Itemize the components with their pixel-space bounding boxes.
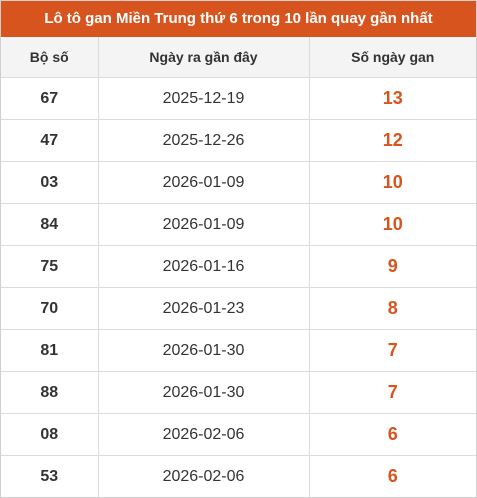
date-cell: 2026-01-09	[97, 203, 310, 246]
table-row: 81 2026-01-30 7	[1, 329, 476, 372]
table-row: 88 2026-01-30 7	[1, 371, 476, 414]
date-cell: 2026-01-30	[97, 371, 310, 414]
table-row: 47 2025-12-26 12	[1, 119, 476, 162]
table-row: 70 2026-01-23 8	[1, 287, 476, 330]
gan-days-cell: 12	[308, 119, 476, 162]
number-cell: 03	[1, 161, 99, 204]
column-header: Số ngày gan	[308, 37, 476, 78]
table-row: 53 2026-02-06 6	[1, 455, 476, 497]
number-cell: 84	[1, 203, 99, 246]
number-cell: 88	[1, 371, 99, 414]
header-row: Bộ số Ngày ra gần đây Số ngày gan	[1, 37, 476, 78]
gan-days-cell: 6	[308, 455, 476, 497]
number-cell: 75	[1, 245, 99, 288]
gan-days-cell: 9	[308, 245, 476, 288]
table-row: 75 2026-01-16 9	[1, 245, 476, 288]
number-cell: 53	[1, 455, 99, 497]
date-cell: 2026-02-06	[97, 413, 310, 456]
table-row: 67 2025-12-19 13	[1, 77, 476, 120]
number-cell: 81	[1, 329, 99, 372]
gan-days-cell: 7	[308, 371, 476, 414]
date-cell: 2025-12-26	[97, 119, 310, 162]
number-cell: 67	[1, 77, 99, 120]
gan-days-cell: 10	[308, 161, 476, 204]
gan-table: Bộ số Ngày ra gần đây Số ngày gan 67 2025-1…	[1, 37, 476, 497]
number-cell: 47	[1, 119, 99, 162]
gan-days-cell: 7	[308, 329, 476, 372]
gan-days-cell: 13	[308, 77, 476, 120]
gan-days-cell: 10	[308, 203, 476, 246]
table-row: 08 2026-02-06 6	[1, 413, 476, 456]
table-row: 84 2026-01-09 10	[1, 203, 476, 246]
date-cell: 2026-01-23	[97, 287, 310, 330]
column-header: Ngày ra gần đây	[97, 37, 310, 78]
table-row: 03 2026-01-09 10	[1, 161, 476, 204]
date-cell: 2026-01-30	[97, 329, 310, 372]
column-header: Bộ số	[1, 37, 99, 78]
number-cell: 70	[1, 287, 99, 330]
table-title: Lô tô gan Miền Trung thứ 6 trong 10 lần …	[1, 1, 476, 37]
gan-days-cell: 6	[308, 413, 476, 456]
date-cell: 2026-02-06	[97, 455, 310, 497]
date-cell: 2026-01-16	[97, 245, 310, 288]
date-cell: 2026-01-09	[97, 161, 310, 204]
gan-days-cell: 8	[308, 287, 476, 330]
number-cell: 08	[1, 413, 99, 456]
date-cell: 2025-12-19	[97, 77, 310, 120]
